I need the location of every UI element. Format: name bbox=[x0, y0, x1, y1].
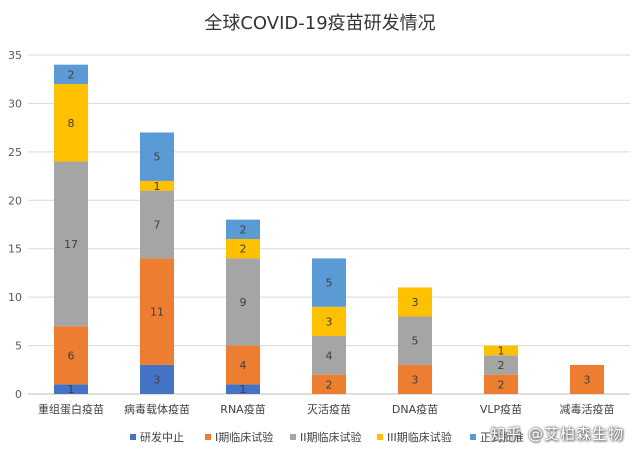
data-label: 3 bbox=[412, 296, 419, 309]
bar-segment bbox=[226, 345, 260, 385]
data-label: 4 bbox=[326, 349, 333, 362]
data-label: 3 bbox=[326, 315, 333, 328]
data-label: 2 bbox=[68, 68, 75, 81]
data-label: 5 bbox=[326, 277, 333, 290]
bar-segment bbox=[226, 219, 260, 240]
data-label: 1 bbox=[68, 383, 75, 396]
x-tick-label: 减毒活疫苗 bbox=[560, 402, 615, 416]
bar-segment bbox=[140, 364, 174, 394]
y-tick-label: 0 bbox=[15, 388, 22, 401]
bar-segment bbox=[484, 355, 518, 375]
x-tick-label: VLP疫苗 bbox=[480, 402, 522, 416]
legend-swatch bbox=[377, 434, 383, 440]
x-tick-label: 重组蛋白疫苗 bbox=[38, 402, 104, 416]
y-tick-label: 20 bbox=[8, 194, 22, 207]
legend-swatch bbox=[290, 434, 296, 440]
data-label: 2 bbox=[498, 378, 505, 391]
legend-swatch bbox=[130, 434, 136, 440]
bar-segment bbox=[398, 364, 432, 394]
chart-title: 全球COVID-19疫苗研发情况 bbox=[204, 13, 436, 34]
data-label: 3 bbox=[412, 373, 419, 386]
data-label: 8 bbox=[68, 117, 75, 130]
data-label: 11 bbox=[150, 306, 164, 319]
x-tick-label: 病毒载体疫苗 bbox=[124, 402, 190, 416]
bar-segment bbox=[54, 84, 88, 162]
data-label: 1 bbox=[154, 180, 161, 193]
bar-segment bbox=[54, 384, 88, 394]
x-tick-label: 灭活疫苗 bbox=[307, 402, 351, 416]
bar-segment bbox=[484, 374, 518, 394]
bar-segment bbox=[140, 258, 174, 365]
watermark-text: 知乎 @艾柏森生物 bbox=[490, 425, 624, 443]
data-label: 1 bbox=[240, 383, 247, 396]
legend-label: I期临床试验 bbox=[215, 430, 273, 444]
y-tick-label: 35 bbox=[8, 49, 22, 62]
legend-swatch bbox=[205, 434, 211, 440]
bar-segment bbox=[226, 384, 260, 394]
x-tick-label: RNA疫苗 bbox=[220, 402, 265, 416]
bar-segment bbox=[140, 190, 174, 259]
data-label: 5 bbox=[154, 151, 161, 164]
bar-segment bbox=[54, 326, 88, 385]
bar-segment bbox=[312, 306, 346, 336]
y-tick-label: 5 bbox=[15, 340, 22, 353]
y-tick-label: 10 bbox=[8, 291, 22, 304]
y-tick-label: 15 bbox=[8, 243, 22, 256]
data-label: 2 bbox=[240, 243, 247, 256]
y-tick-label: 30 bbox=[8, 97, 22, 110]
bar-segment bbox=[54, 161, 88, 327]
data-label: 2 bbox=[326, 378, 333, 391]
data-label: 7 bbox=[154, 219, 161, 232]
data-label: 2 bbox=[240, 223, 247, 236]
legend-label: 研发中止 bbox=[140, 430, 184, 444]
legend-label: II期临床试验 bbox=[300, 430, 362, 444]
data-label: 17 bbox=[64, 238, 78, 251]
bar-segment bbox=[312, 335, 346, 375]
bar-segment bbox=[226, 258, 260, 346]
data-label: 3 bbox=[584, 373, 591, 386]
data-label: 2 bbox=[498, 359, 505, 372]
bar-segment bbox=[140, 180, 174, 191]
bar-segment bbox=[140, 132, 174, 181]
bar-segment bbox=[398, 287, 432, 317]
legend-swatch bbox=[470, 434, 476, 440]
bar-segment bbox=[312, 258, 346, 307]
legend-label: 正式批准 bbox=[480, 430, 524, 444]
data-label: 3 bbox=[154, 373, 161, 386]
bar-segment bbox=[398, 316, 432, 365]
data-label: 4 bbox=[240, 359, 247, 372]
data-label: 9 bbox=[240, 296, 247, 309]
data-label: 5 bbox=[412, 335, 419, 348]
bar-segment bbox=[54, 64, 88, 85]
bar-segment bbox=[570, 364, 604, 394]
data-label: 6 bbox=[68, 349, 75, 362]
bar-segment bbox=[484, 345, 518, 356]
x-tick-label: DNA疫苗 bbox=[392, 402, 438, 416]
data-label: 1 bbox=[498, 344, 505, 357]
legend-label: III期临床试验 bbox=[387, 430, 452, 444]
y-tick-label: 25 bbox=[8, 146, 22, 159]
bar-segment bbox=[226, 239, 260, 259]
bar-segment bbox=[312, 374, 346, 394]
